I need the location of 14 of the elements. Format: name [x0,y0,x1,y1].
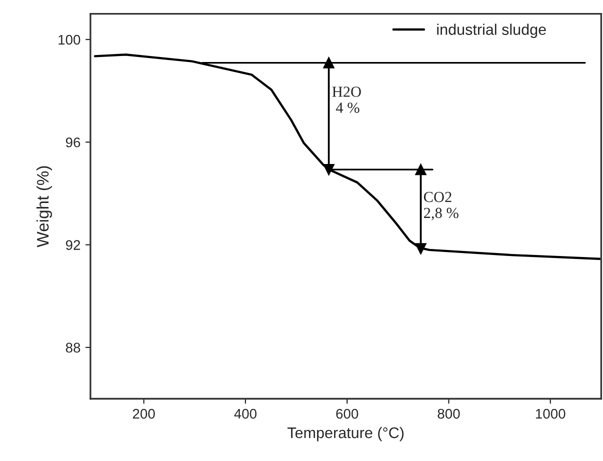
x-tick-label: 400 [234,408,256,419]
y-tick-label: 88 [66,342,80,353]
x-tick-label: 200 [132,408,155,419]
x-tick-label: 1000 [536,408,566,419]
annotation: H2O 4 % [332,86,361,113]
y-axis-title: Weight (%) [36,166,52,248]
annotation: CO2 2,8 % [424,192,458,220]
x-tick-label: 600 [336,408,358,419]
legend-label: industrial sludge [437,24,546,38]
y-tick-label: 96 [66,137,80,148]
x-axis-title: Temperature (°C) [288,426,404,442]
y-tick-label: 92 [66,240,80,250]
x-tick-label: 800 [438,408,460,419]
y-tick-label: 100 [58,34,80,45]
